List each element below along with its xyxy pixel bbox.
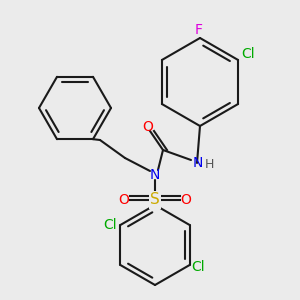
Text: Cl: Cl	[192, 260, 205, 274]
Text: O: O	[118, 193, 129, 207]
Text: Cl: Cl	[104, 218, 117, 232]
Text: S: S	[150, 193, 160, 208]
Text: H: H	[204, 158, 214, 170]
Text: N: N	[150, 168, 160, 182]
Text: N: N	[193, 156, 203, 170]
Text: O: O	[142, 120, 153, 134]
Text: Cl: Cl	[241, 47, 255, 61]
Text: F: F	[195, 23, 203, 37]
Text: O: O	[181, 193, 191, 207]
